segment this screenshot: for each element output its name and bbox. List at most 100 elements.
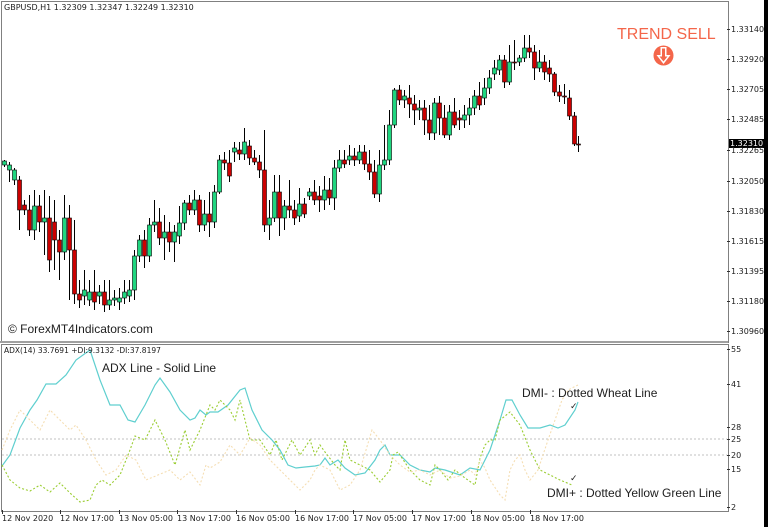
time-axis-tick <box>236 510 237 514</box>
chart-canvas <box>1 35 727 503</box>
time-axis-tick <box>119 510 120 514</box>
candlestick <box>82 270 87 305</box>
candlestick <box>177 206 182 244</box>
price-axis-label: 1.32485 <box>731 115 765 124</box>
candlestick <box>217 155 222 194</box>
candlestick <box>87 280 92 306</box>
candlestick <box>552 72 557 96</box>
checkmark-icon: ✓ <box>570 474 578 484</box>
candlestick <box>492 60 497 80</box>
candlestick <box>317 186 322 212</box>
time-axis-tick <box>530 510 531 514</box>
candlestick <box>427 105 432 140</box>
dmi-minusplus-line <box>1 399 573 503</box>
candlestick <box>67 205 72 300</box>
down-arrow-circle-icon <box>653 45 674 66</box>
trend-signal-label: TREND SELL <box>617 26 716 43</box>
candlestick <box>232 142 237 162</box>
candlestick <box>327 178 332 205</box>
candlestick <box>47 196 52 272</box>
window-border <box>764 0 768 527</box>
candlestick <box>182 200 187 230</box>
candlestick <box>457 110 462 130</box>
candlestick <box>292 200 297 225</box>
candlestick <box>422 100 427 135</box>
candlestick <box>237 142 242 160</box>
time-axis-label: 13 Nov 17:00 <box>177 514 231 523</box>
candlestick <box>502 55 507 88</box>
candlestick <box>267 200 272 240</box>
candlestick <box>22 200 27 215</box>
candlestick <box>212 185 217 228</box>
candlestick <box>392 88 397 128</box>
indicator-axis-tick <box>727 439 730 440</box>
adx-indicator-pane[interactable] <box>1 344 729 512</box>
candlestick <box>347 145 352 165</box>
candlestick <box>12 168 17 185</box>
candlestick <box>527 35 532 58</box>
pane-separator[interactable] <box>0 341 728 343</box>
candlestick <box>387 110 392 165</box>
current-price-label: 1.32310 <box>729 139 765 148</box>
time-axis-label: 18 Nov 05:00 <box>471 514 525 523</box>
candlestick <box>252 150 257 165</box>
candlestick <box>362 145 367 170</box>
candlestick <box>192 190 197 215</box>
time-axis-label: 12 Nov 17:00 <box>60 514 114 523</box>
time-axis-label: 13 Nov 05:00 <box>119 514 173 523</box>
price-axis-tick <box>727 119 730 120</box>
candlestick <box>557 85 562 102</box>
price-axis-tick <box>727 89 730 90</box>
candlestick <box>197 195 202 232</box>
candlestick <box>337 150 342 172</box>
candlestick <box>377 150 382 202</box>
adx-annotation: ADX Line - Solid Line <box>102 361 217 375</box>
candlestick <box>282 200 287 230</box>
candlestick <box>127 280 132 302</box>
candlestick <box>477 82 482 110</box>
candlestick <box>507 45 512 85</box>
candlestick <box>122 280 127 304</box>
candlestick <box>357 145 362 164</box>
candlestick <box>102 280 107 312</box>
candlestick <box>227 150 232 182</box>
price-chart-pane[interactable] <box>1 1 729 343</box>
candlestick <box>37 195 42 232</box>
candlestick <box>57 230 62 280</box>
dmi-minus-line <box>1 384 579 502</box>
candlestick <box>367 150 372 180</box>
candlestick <box>547 60 552 82</box>
candlestick <box>452 98 457 128</box>
candlestick <box>542 55 547 80</box>
candlestick <box>522 35 527 62</box>
candlestick <box>7 162 12 182</box>
dmi-minus-annotation: DMI- : Dotted Wheat Line <box>522 386 658 400</box>
price-axis-label: 1.31180 <box>731 297 765 306</box>
candlestick <box>97 285 102 304</box>
candlestick <box>352 148 357 166</box>
candlestick <box>132 250 137 300</box>
candlestick <box>512 40 517 70</box>
candlestick <box>467 98 472 125</box>
time-axis-label: 17 Nov 17:00 <box>412 514 466 523</box>
adx-line <box>1 349 579 476</box>
candlestick <box>472 90 477 115</box>
candlestick <box>302 198 307 218</box>
candlestick <box>532 45 537 80</box>
candlestick <box>572 112 577 146</box>
price-axis-label: 1.30960 <box>731 327 765 336</box>
indicator-axis-tick <box>727 455 730 456</box>
candlestick <box>242 128 247 160</box>
price-axis-tick <box>727 211 730 212</box>
time-axis-tick <box>2 510 3 514</box>
symbol-ohlc-header: GBPUSD,H1 1.32309 1.32347 1.32249 1.3231… <box>4 3 194 12</box>
time-axis-label: 16 Nov 05:00 <box>236 514 290 523</box>
indicator-axis-tick <box>727 507 730 508</box>
price-axis-tick <box>727 29 730 30</box>
time-axis-tick <box>295 510 296 514</box>
candlestick <box>332 160 337 210</box>
candlestick <box>137 235 142 262</box>
candlestick <box>342 150 347 168</box>
candlestick <box>312 180 317 205</box>
